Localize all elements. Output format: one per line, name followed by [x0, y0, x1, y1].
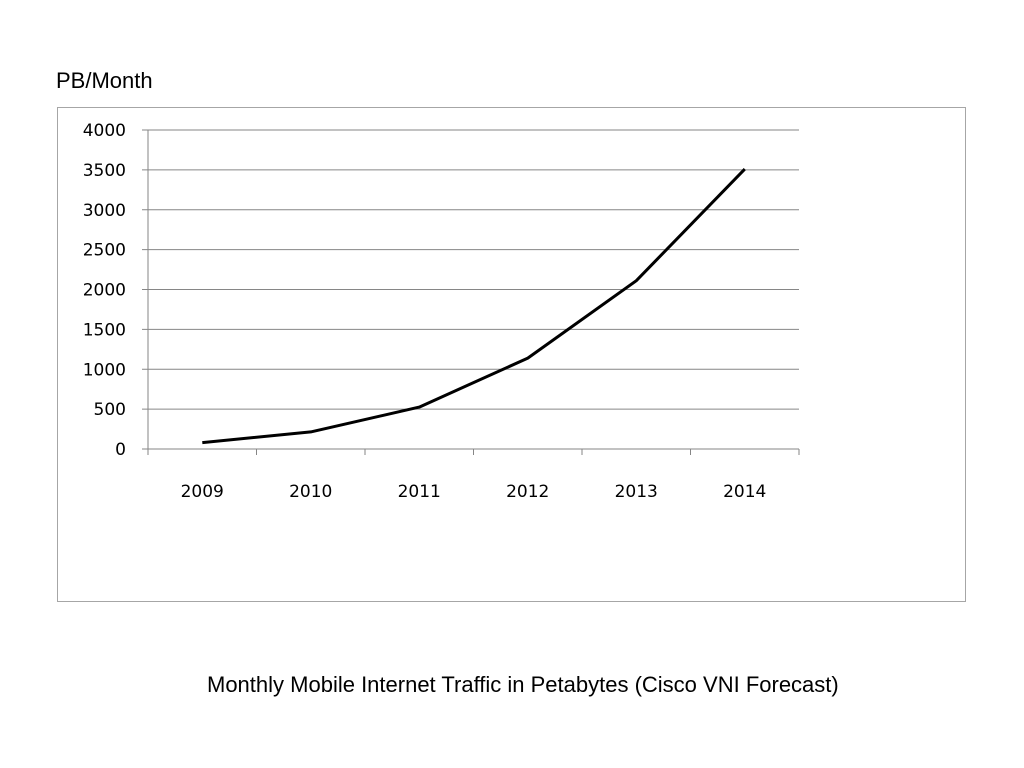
y-tick-label-1500: 1500 [83, 320, 126, 340]
y-tick-label-2500: 2500 [83, 241, 126, 261]
x-tick-label-2011: 2011 [398, 482, 441, 502]
x-tick-label-2014: 2014 [723, 482, 766, 502]
y-tick-label-3500: 3500 [83, 161, 126, 181]
y-tick-label-3000: 3000 [83, 201, 126, 221]
y-tick-label-0: 0 [115, 440, 126, 460]
series-line-0 [202, 168, 746, 445]
y-tick-label-2000: 2000 [83, 281, 126, 301]
chart-frame: 0 500 1000 1500 2000 2500 3000 3500 4000 2009 2010… [57, 107, 966, 602]
y-unit-label: PB/Month [56, 68, 153, 93]
y-tick-label-1000: 1000 [83, 360, 126, 380]
x-tick-label-2009: 2009 [181, 482, 224, 502]
x-tick-label-2012: 2012 [506, 482, 549, 502]
x-tick-label-2010: 2010 [289, 482, 332, 502]
y-tick-label-4000: 4000 [83, 121, 126, 141]
line-chart: 0 500 1000 1500 2000 2500 3000 3500 4000 2009 2010… [83, 121, 800, 502]
chart-caption: Monthly Mobile Internet Traffic in Petab… [207, 672, 839, 697]
x-tick-label-2013: 2013 [615, 482, 658, 502]
y-tick-label-500: 500 [94, 400, 126, 420]
